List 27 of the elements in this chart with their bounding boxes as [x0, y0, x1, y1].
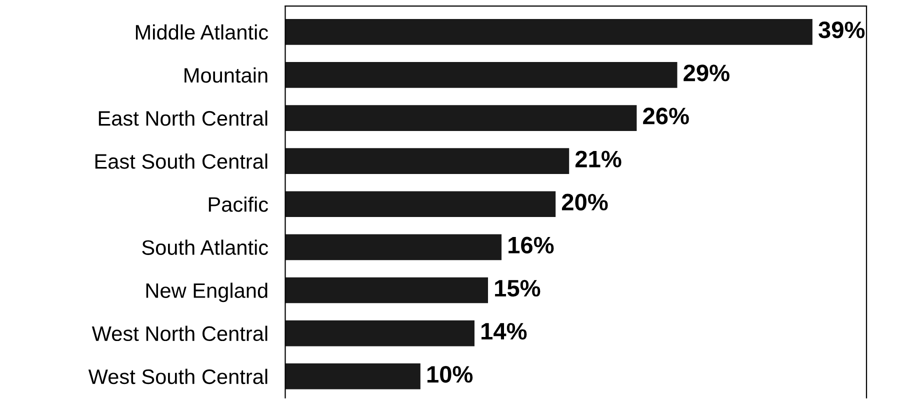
data-label: 10% [427, 366, 473, 383]
data-label: 15% [495, 280, 540, 297]
bar [285, 148, 570, 174]
bar [285, 234, 502, 260]
bar [285, 19, 812, 45]
y-tick-label: Pacific [208, 196, 268, 212]
data-label: 20% [562, 194, 608, 210]
bar [285, 277, 488, 304]
data-label: 16% [508, 236, 554, 254]
y-tick-label: South Atlantic [142, 240, 268, 255]
y-tick-label: Mountain [184, 67, 268, 83]
bar [285, 320, 474, 346]
bar [285, 363, 420, 390]
bar [285, 105, 637, 131]
y-tick-label: Middle Atlantic [136, 24, 268, 40]
y-tick-label: East South Central [95, 154, 268, 169]
bar [285, 62, 678, 88]
y-tick-label: East North Central [98, 110, 268, 126]
y-tick-label: West North Central [92, 326, 268, 342]
data-label: 14% [482, 322, 527, 340]
y-tick-label: West South Central [88, 368, 268, 384]
bar [285, 191, 556, 218]
data-label: 21% [575, 150, 622, 168]
data-label: 26% [643, 108, 689, 124]
y-tick-label: New England [146, 282, 268, 302]
data-label: 39% [818, 22, 865, 38]
data-label: 29% [684, 64, 730, 82]
